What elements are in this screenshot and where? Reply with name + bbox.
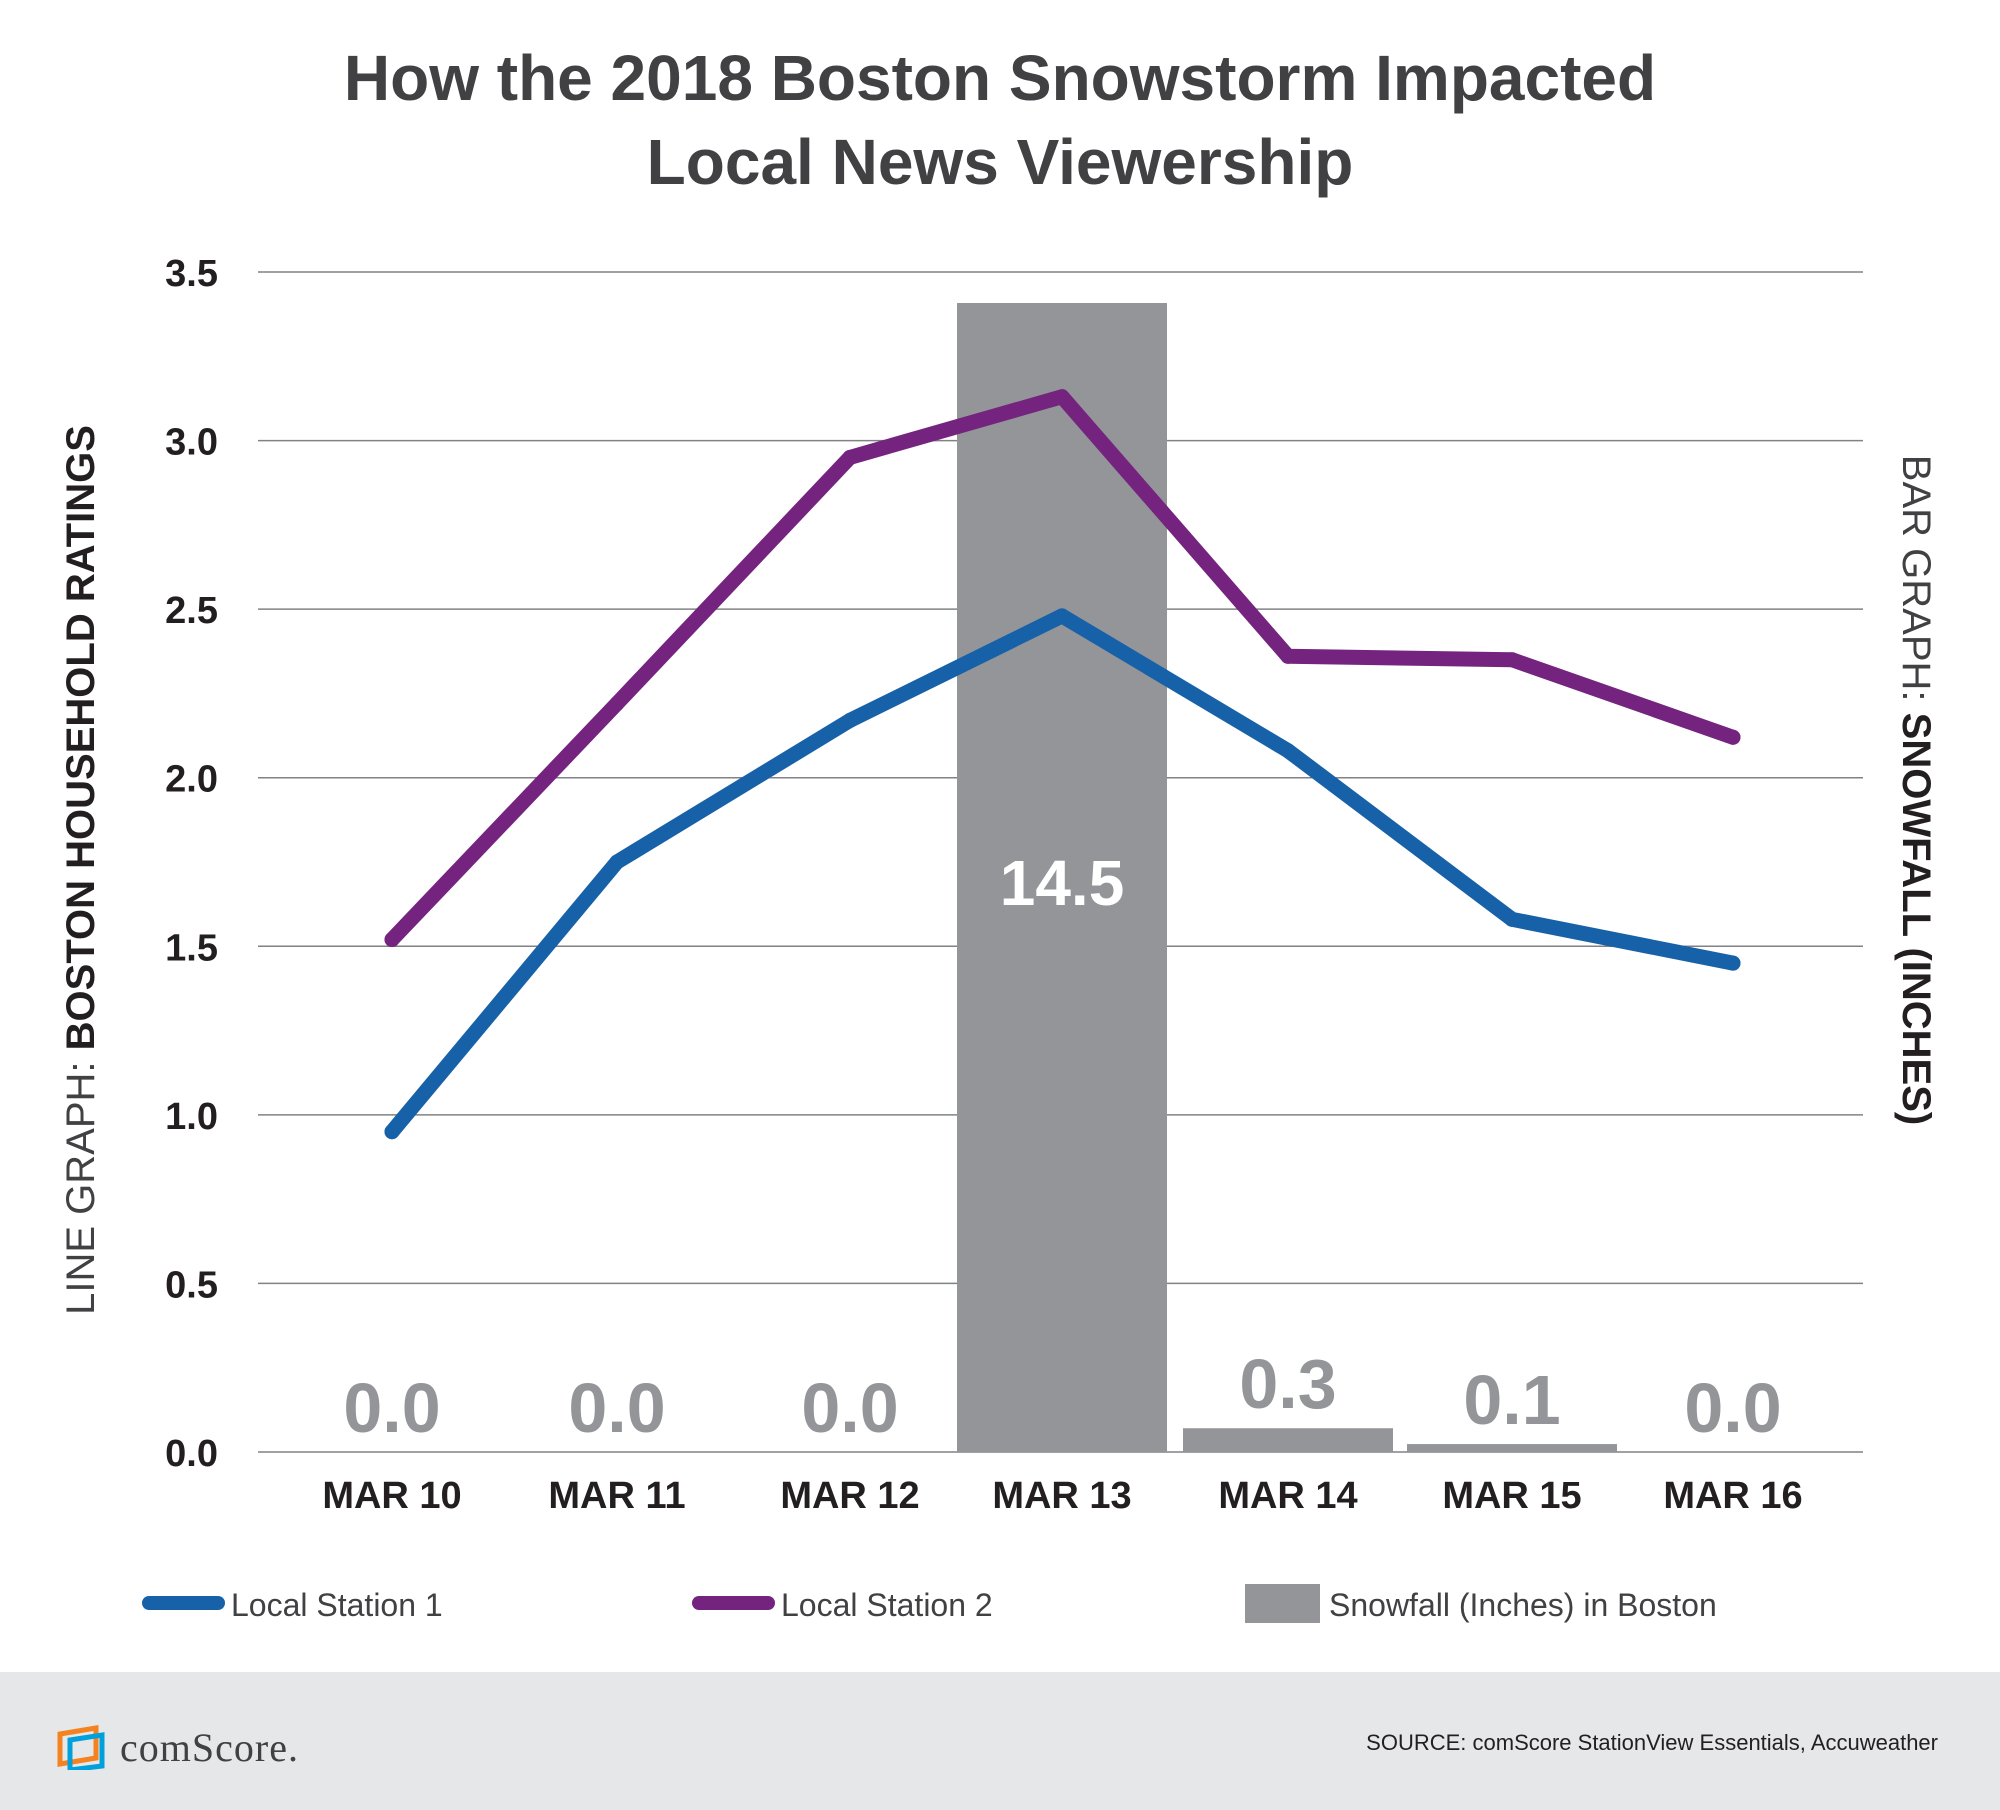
line-point-series-2 — [842, 449, 858, 465]
y-axis-title-label: BOSTON HOUSEHOLD RATINGS — [59, 425, 103, 1050]
chart-title-line-2: Local News Viewership — [646, 126, 1354, 198]
bar-value-label: 0.0 — [801, 1369, 898, 1447]
line-point-series-1 — [1280, 743, 1296, 759]
comscore-logo-text: comScore. — [120, 1724, 299, 1770]
y-tick-label: 3.5 — [165, 253, 218, 295]
y-tick-label: 0.0 — [165, 1433, 218, 1475]
y2-axis-title: BAR GRAPH: SNOWFALL (INCHES) — [1894, 455, 1938, 1125]
bar-value-label: 0.3 — [1239, 1345, 1336, 1423]
y2-axis-title-prefix: BAR GRAPH: — [1894, 455, 1938, 713]
axis-labels: 0.0 0.5 1.0 1.5 2.0 2.5 3.0 3.5 0.0 0.0 0.0 14.5 0.3… — [165, 253, 1803, 1517]
snowfall-bar — [957, 303, 1167, 1452]
line-point-series-1 — [609, 854, 625, 870]
footer: comScore. SOURCE: comScore StationView E… — [0, 1672, 2000, 1810]
line-point-series-2 — [384, 932, 400, 948]
bar-value-label: 0.0 — [343, 1369, 440, 1447]
y-tick-label: 3.0 — [165, 422, 218, 464]
y-tick-label: 2.5 — [165, 590, 218, 632]
y-axis-title-prefix: LINE GRAPH: — [59, 1050, 103, 1315]
bar-value-label: 0.0 — [1684, 1369, 1781, 1447]
y-tick-label: 1.5 — [165, 927, 218, 969]
comscore-logo: comScore. — [56, 1722, 299, 1772]
line-point-series-2 — [1504, 652, 1520, 668]
snowfall-bar — [1183, 1428, 1393, 1452]
chart-title: How the 2018 Boston Snowstorm Impacted L… — [0, 36, 2000, 204]
bar-value-label: 14.5 — [1000, 847, 1125, 919]
comscore-logo-icon — [56, 1724, 106, 1770]
x-tick-label: MAR 13 — [992, 1475, 1131, 1517]
chart-title-line-1: How the 2018 Boston Snowstorm Impacted — [343, 42, 1657, 114]
snowfall-bar — [1407, 1444, 1617, 1452]
bar-value-label: 0.0 — [568, 1369, 665, 1447]
chart-plot: 0.0 0.5 1.0 1.5 2.0 2.5 3.0 3.5 0.0 0.0 0.0 14.5 0.3… — [59, 253, 1938, 1623]
line-point-series-1 — [1725, 955, 1741, 971]
x-tick-label: MAR 15 — [1442, 1475, 1581, 1517]
y-tick-label: 2.0 — [165, 759, 218, 801]
legend-station1-label: Local Station 1 — [231, 1587, 443, 1623]
line-point-series-2 — [1725, 729, 1741, 745]
legend-station2-label: Local Station 2 — [781, 1587, 993, 1623]
line-point-series-1 — [384, 1124, 400, 1140]
line-point-series-1 — [842, 712, 858, 728]
line-point-series-2 — [1054, 389, 1070, 405]
source-note: SOURCE: comScore StationView Essentials,… — [1366, 1730, 1938, 1755]
line-point-series-2 — [609, 696, 625, 712]
y-tick-label: 0.5 — [165, 1264, 218, 1306]
y-tick-label: 1.0 — [165, 1096, 218, 1138]
y2-axis-title-label: SNOWFALL (INCHES) — [1894, 713, 1938, 1126]
x-tick-label: MAR 12 — [780, 1475, 919, 1517]
line-point-series-2 — [1280, 648, 1296, 664]
line-point-series-1 — [1054, 608, 1070, 624]
snowfall-bars — [957, 303, 1617, 1452]
legend-snowfall-label: Snowfall (Inches) in Boston — [1329, 1587, 1717, 1623]
line-point-series-1 — [1504, 911, 1520, 927]
rating-lines — [384, 389, 1741, 1140]
x-tick-label: MAR 16 — [1663, 1475, 1802, 1517]
legend-snowfall-swatch — [1245, 1584, 1320, 1623]
bar-value-label: 0.1 — [1463, 1361, 1560, 1439]
y-axis-title: LINE GRAPH: BOSTON HOUSEHOLD RATINGS — [59, 425, 103, 1315]
x-tick-label: MAR 14 — [1218, 1475, 1357, 1517]
x-tick-label: MAR 10 — [322, 1475, 461, 1517]
legend: Local Station 1 Local Station 2 Snowfall… — [142, 1584, 1717, 1623]
x-tick-label: MAR 11 — [548, 1475, 685, 1517]
